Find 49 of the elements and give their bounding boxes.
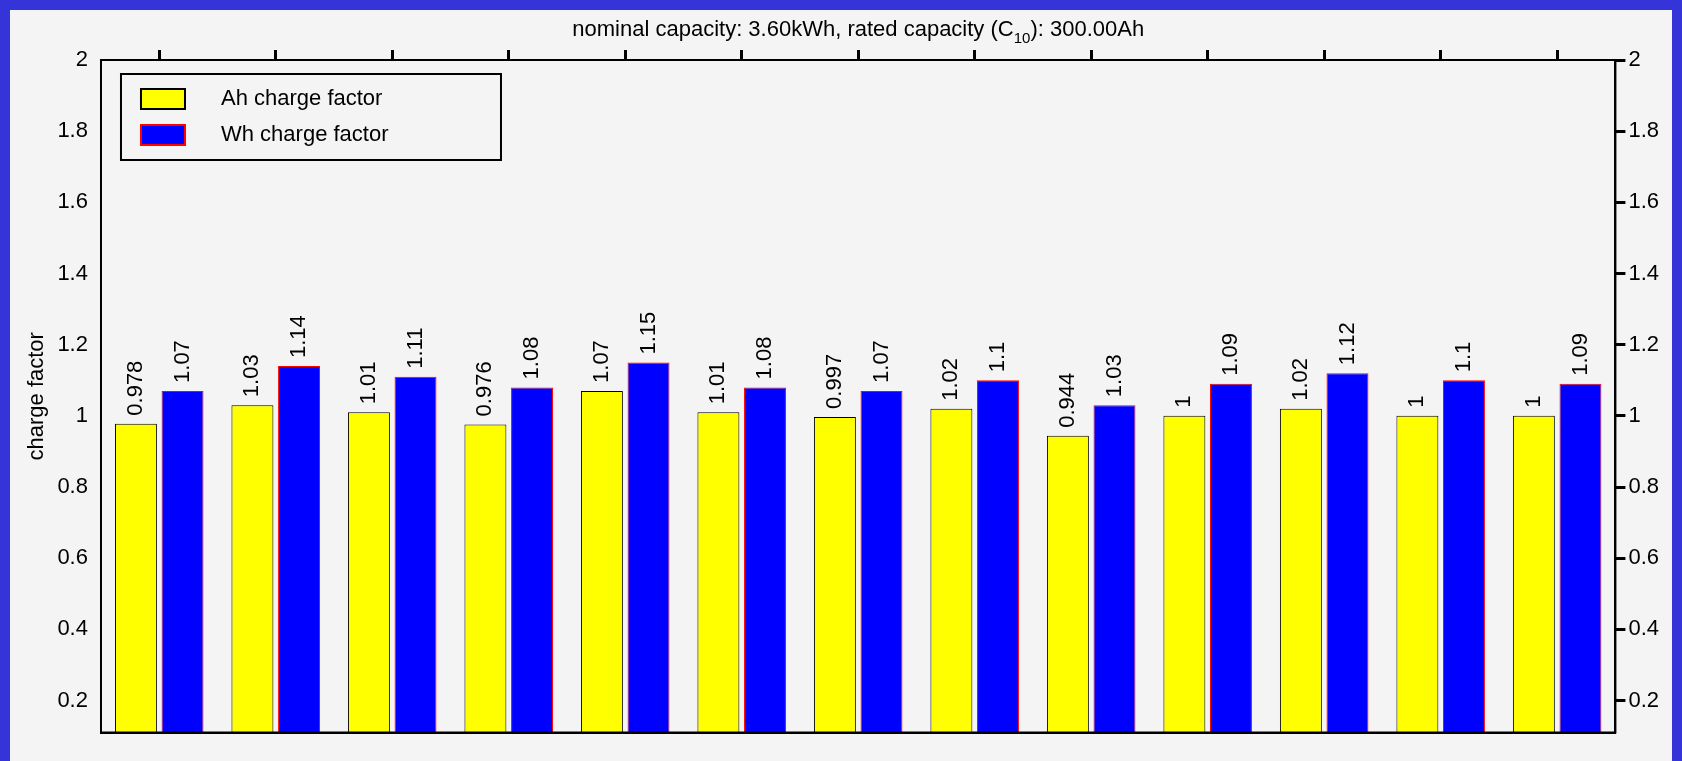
data-label: 1.09 [1217, 333, 1243, 376]
data-label: 1.08 [751, 336, 777, 380]
data-label: 1.03 [1100, 354, 1126, 398]
y-tick-label: 1 [75, 401, 88, 427]
legend-label: Wh charge factor [220, 121, 389, 147]
y-axis-title: charge factor [23, 332, 49, 461]
data-label: 0.997 [820, 353, 846, 409]
data-label: 0.944 [1053, 372, 1079, 428]
data-label: 1.07 [587, 340, 613, 383]
data-label: 1 [1403, 395, 1429, 408]
data-label: 1 [1170, 395, 1196, 408]
y2-tick-label: 1.6 [1628, 188, 1660, 214]
y2-tick-label: 2 [1628, 46, 1641, 72]
y-tick-label: 0.4 [57, 615, 88, 641]
data-label: 1 [1519, 395, 1545, 408]
y2-tick-label: 0.8 [1628, 473, 1660, 499]
y2-tick-label: 1.2 [1628, 330, 1660, 356]
data-label: 1.1 [984, 341, 1010, 373]
data-label: 1.11 [401, 327, 427, 369]
y2-tick-label: 0.4 [1628, 615, 1660, 641]
y-tick-label: 0.8 [57, 473, 88, 499]
y2-tick-label: 0.2 [1628, 686, 1660, 712]
data-label: 0.978 [121, 360, 147, 416]
data-label: 1.1 [1450, 341, 1476, 373]
data-label: 1.09 [1566, 333, 1592, 376]
y2-tick-label: 1.4 [1628, 259, 1660, 285]
y-tick-label: 2 [75, 46, 88, 72]
data-label: 1.12 [1333, 322, 1359, 366]
data-label: 1.02 [937, 357, 963, 401]
y2-tick-label: 1.8 [1628, 117, 1660, 143]
legend-label: Ah charge factor [220, 85, 383, 111]
data-label: 1.14 [285, 315, 311, 359]
y2-tick-label: 0.6 [1628, 544, 1660, 570]
data-label: 0.976 [471, 361, 497, 417]
y-tick-label: 1.4 [57, 259, 88, 285]
data-label: 1.01 [354, 361, 380, 405]
data-label: 1.07 [867, 340, 893, 383]
y-tick-label: 0.6 [57, 544, 88, 570]
data-label: 1.03 [238, 354, 264, 398]
data-label: 1.07 [168, 340, 194, 383]
y2-tick-label: 1 [1628, 401, 1641, 427]
data-label: 1.02 [1286, 357, 1312, 401]
data-label: 1.08 [518, 336, 544, 380]
data-label: 1.01 [704, 361, 730, 405]
y-tick-label: 0.2 [57, 686, 88, 712]
y-tick-label: 1.2 [57, 330, 88, 356]
y-tick-label: 1.8 [57, 117, 88, 143]
y-tick-label: 1.6 [57, 188, 88, 214]
data-label: 1.15 [634, 311, 660, 355]
